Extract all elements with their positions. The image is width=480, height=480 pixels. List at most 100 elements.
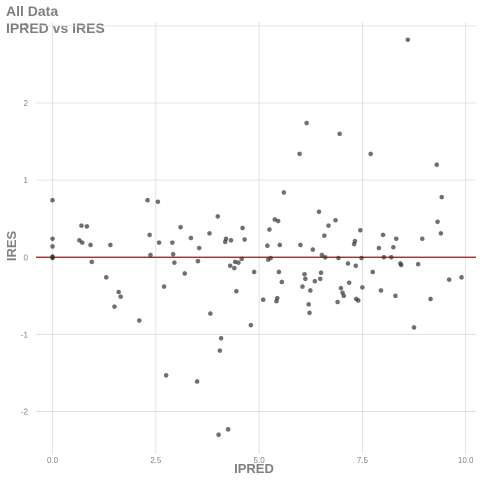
data-point xyxy=(279,279,285,285)
data-point xyxy=(359,255,364,261)
data-point xyxy=(306,302,311,307)
data-point xyxy=(147,232,152,238)
data-point xyxy=(225,427,231,432)
y-tick-label: 1 xyxy=(24,176,29,185)
data-point xyxy=(333,217,338,223)
data-point xyxy=(439,194,445,200)
data-point xyxy=(88,242,93,248)
x-tick-label: 0.0 xyxy=(47,456,59,465)
data-point xyxy=(411,325,417,330)
data-point xyxy=(215,214,221,219)
data-point xyxy=(398,262,404,268)
data-point xyxy=(227,263,233,269)
data-point xyxy=(326,223,331,228)
data-point xyxy=(307,310,312,316)
grid-lines xyxy=(36,22,476,454)
data-point xyxy=(136,318,142,323)
data-point xyxy=(378,288,384,293)
data-point xyxy=(310,247,316,252)
data-point xyxy=(380,232,386,238)
data-point xyxy=(260,297,266,303)
y-tick-label: 2 xyxy=(24,99,29,108)
data-point xyxy=(322,254,328,260)
data-point xyxy=(156,240,162,245)
data-point xyxy=(316,209,322,215)
data-point xyxy=(352,238,358,244)
data-point xyxy=(116,289,121,295)
data-point xyxy=(345,261,351,266)
data-point xyxy=(194,379,200,384)
y-tick-label: 3 xyxy=(24,22,29,31)
data-point xyxy=(358,227,363,233)
data-point xyxy=(188,235,194,241)
x-tick-label: 2.5 xyxy=(150,456,162,465)
data-points xyxy=(50,37,464,438)
data-point xyxy=(338,285,344,291)
data-point xyxy=(428,296,433,302)
y-tick-label: -1 xyxy=(21,330,29,339)
data-point xyxy=(163,373,169,378)
data-point xyxy=(381,254,387,260)
data-point xyxy=(368,151,373,157)
data-point xyxy=(216,432,221,438)
data-point xyxy=(50,197,55,203)
data-point xyxy=(281,190,287,195)
x-tick-label: 7.5 xyxy=(357,456,369,465)
data-point xyxy=(302,271,307,277)
x-tick-label: 5.0 xyxy=(254,456,266,465)
data-point xyxy=(155,199,161,205)
data-point xyxy=(172,260,177,265)
data-point xyxy=(415,261,421,267)
data-point xyxy=(300,284,305,289)
data-point xyxy=(182,271,188,276)
data-point xyxy=(148,252,153,258)
data-point xyxy=(308,288,313,293)
data-point xyxy=(419,236,425,242)
data-point xyxy=(355,298,361,303)
data-point xyxy=(297,151,302,157)
data-point xyxy=(89,259,95,265)
data-point xyxy=(275,218,281,224)
data-point xyxy=(341,293,347,299)
data-point xyxy=(207,231,212,236)
data-point xyxy=(298,242,303,248)
y-tick-label: -2 xyxy=(21,408,29,417)
data-point xyxy=(276,269,282,275)
chart-title-block: All Data IPRED vs IRES xyxy=(6,3,105,37)
data-point xyxy=(251,269,257,275)
data-point xyxy=(459,275,464,280)
data-point xyxy=(112,304,117,309)
data-point xyxy=(337,131,342,137)
data-point xyxy=(217,348,223,353)
data-point xyxy=(434,162,440,168)
data-point xyxy=(84,224,90,229)
data-point xyxy=(391,244,396,250)
data-point xyxy=(303,276,308,282)
data-point xyxy=(242,237,247,242)
y-tick-label: 0 xyxy=(24,253,29,262)
data-point xyxy=(438,231,444,236)
data-point xyxy=(118,294,123,299)
chart-subtitle: IPRED vs IRES xyxy=(6,20,105,36)
data-point xyxy=(195,258,201,264)
data-point xyxy=(267,227,272,232)
data-point xyxy=(265,243,270,249)
data-point xyxy=(376,245,382,251)
data-point xyxy=(317,276,323,282)
data-point xyxy=(304,120,309,126)
data-point xyxy=(239,256,245,262)
data-point xyxy=(435,219,440,225)
data-point xyxy=(318,270,324,276)
data-point xyxy=(178,224,183,230)
data-point xyxy=(145,197,150,203)
data-point xyxy=(232,265,237,271)
x-axis-title: IPRED xyxy=(234,461,274,476)
data-point xyxy=(108,242,113,248)
data-point xyxy=(50,255,55,261)
data-point xyxy=(353,263,359,269)
y-axis-ticks: -2 -1 0 1 2 3 xyxy=(21,22,29,417)
data-point xyxy=(170,240,175,245)
data-point xyxy=(223,236,229,242)
data-point xyxy=(218,335,224,341)
